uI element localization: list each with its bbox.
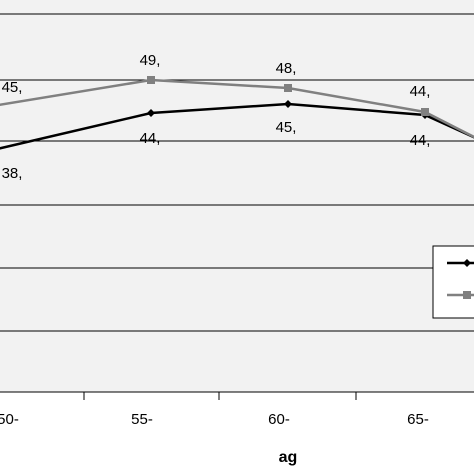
data-point [147,109,155,117]
x-tick-label: 60- [268,411,290,428]
legend-box [432,245,474,319]
data-label: 49, [140,52,161,69]
x-tick-label: 50- [0,411,19,428]
gridlines [0,13,474,393]
data-label: 44, [410,132,431,149]
series [0,76,474,150]
data-label: 45, [2,79,23,96]
legend-marker-series-1 [463,259,471,267]
data-labels: 38, 44, 45, 44, 45, 49, 48, 44, [2,52,431,182]
x-axis: 50- 55- 60- 65- [0,392,429,428]
data-point [284,100,292,108]
x-tick-label: 65- [407,411,429,428]
data-point [284,84,292,92]
data-label: 48, [276,60,297,77]
x-tick-label: 55- [131,411,153,428]
legend-marker-series-2 [463,291,471,299]
data-label: 44, [410,83,431,100]
data-label: 38, [2,165,23,182]
x-axis-title: ag [279,449,298,466]
data-label: 45, [276,119,297,136]
legend [432,245,474,319]
plot-area [0,0,474,392]
data-label: 44, [140,130,161,147]
data-point [147,76,155,84]
data-point [421,108,429,116]
